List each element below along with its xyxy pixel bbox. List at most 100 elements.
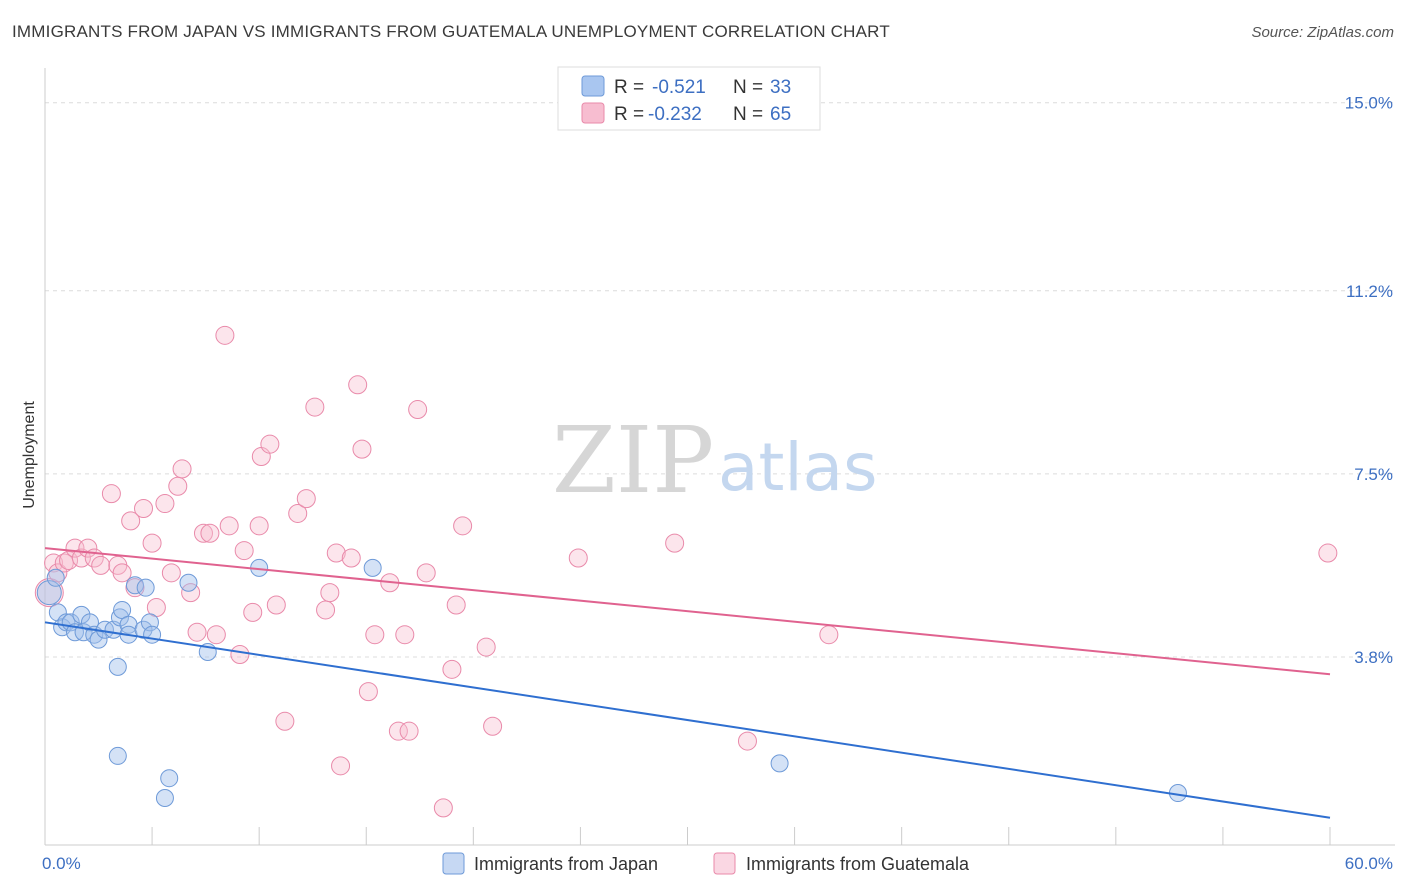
legend-n-value-japan: 33 [770,77,791,98]
guatemala-point [200,523,220,543]
japan-point [179,573,198,592]
guatemala-point [234,541,254,561]
bottom-swatch-japan [442,852,465,875]
guatemala-point [172,459,192,479]
guatemala-point [316,600,336,620]
japan-points [36,558,1187,807]
trend-lines [44,547,1331,819]
y-tick-label: 7.5% [1354,465,1393,484]
series-legend: Immigrants from Japan Immigrants from Gu… [442,852,970,875]
guatemala-point [320,583,340,603]
guatemala-point [206,625,226,645]
guatemala-point [275,711,295,731]
guatemala-point [134,499,154,519]
japan-point [108,657,127,676]
guatemala-point [483,716,503,736]
guatemala-point [326,543,346,563]
legend-swatch-japan [581,75,605,97]
axes-layer [44,68,1395,846]
guatemala-point [331,756,351,776]
guatemala-point [352,439,372,459]
guatemala-point [395,625,415,645]
guatemala-point [296,489,316,509]
guatemala-point [230,644,250,664]
japan-point [155,788,174,807]
guatemala-point [819,625,839,645]
japan-point [108,746,127,765]
legend-r-value-guatemala: -0.232 [648,104,702,125]
guatemala-point [215,325,235,345]
bottom-swatch-guatemala [713,852,736,875]
guatemala-point [243,602,263,622]
guatemala-point [266,595,286,615]
guatemala-point [305,397,325,417]
japan-point [363,558,382,577]
japan-point [143,625,162,644]
legend-swatch-guatemala [581,102,605,124]
guatemala-point [358,682,378,702]
guatemala-point [161,563,181,583]
grid-layer [45,102,1395,658]
y-axis-title: Unemployment [21,401,38,509]
correlation-legend: R = -0.521 N = 33 R = -0.232 N = 65 [557,66,821,131]
guatemala-trend-line [44,547,1331,676]
guatemala-point [442,659,462,679]
watermark: ZIP atlas [552,407,878,514]
japan-point [113,600,132,619]
bottom-legend-japan: Immigrants from Japan [474,854,658,874]
guatemala-point [446,595,466,615]
y-tick-label: 11.2% [1346,282,1393,301]
japan-point [136,578,155,597]
guatemala-point [348,375,368,395]
guatemala-point [187,622,207,642]
legend-n-label-japan: N = [733,77,763,98]
legend-r-label-japan: R = [614,77,644,98]
guatemala-point [193,523,213,543]
japan-point [770,754,789,773]
guatemala-point [249,516,269,536]
guatemala-point [365,625,385,645]
guatemala-point [288,503,308,523]
x-tick-label-max: 60.0% [1345,854,1393,873]
japan-point [160,769,179,788]
legend-n-value-guatemala: 65 [770,104,791,125]
guatemala-point [142,533,162,553]
guatemala-point [1318,543,1338,563]
guatemala-point [260,434,280,454]
guatemala-point [399,721,419,741]
guatemala-point [388,721,408,741]
legend-n-label-guatemala: N = [733,104,763,125]
guatemala-point [168,476,188,496]
guatemala-points [34,325,1338,818]
guatemala-point [665,533,685,553]
x-tick-labels: 0.0% 60.0% [42,854,1393,873]
japan-point [125,576,144,595]
guatemala-point [44,553,64,573]
guatemala-point [416,563,436,583]
guatemala-point [453,516,473,536]
chart-title: IMMIGRANTS FROM JAPAN VS IMMIGRANTS FROM… [12,22,890,41]
x-tick-label-min: 0.0% [42,854,81,873]
legend-r-label-guatemala: R = [614,104,644,125]
guatemala-point [737,731,757,751]
guatemala-point [408,400,428,420]
guatemala-point [476,637,496,657]
legend-r-value-japan: -0.521 [652,77,706,98]
guatemala-point [91,555,111,575]
guatemala-point [219,516,239,536]
watermark-atlas: atlas [718,429,878,506]
guatemala-point [121,511,141,531]
japan-point [46,568,65,587]
y-tick-label: 3.8% [1354,648,1393,667]
watermark-zip: ZIP [552,407,714,514]
source-credit: Source: ZipAtlas.com [1251,24,1394,41]
y-tick-label: 15.0% [1345,94,1393,113]
guatemala-point [568,548,588,568]
guatemala-point [341,548,361,568]
guatemala-point [101,484,121,504]
y-tick-labels: 3.8% 7.5% 11.2% 15.0% [1345,94,1393,667]
guatemala-point [34,578,64,608]
guatemala-point [112,563,132,583]
japan-trend-line [44,621,1331,819]
